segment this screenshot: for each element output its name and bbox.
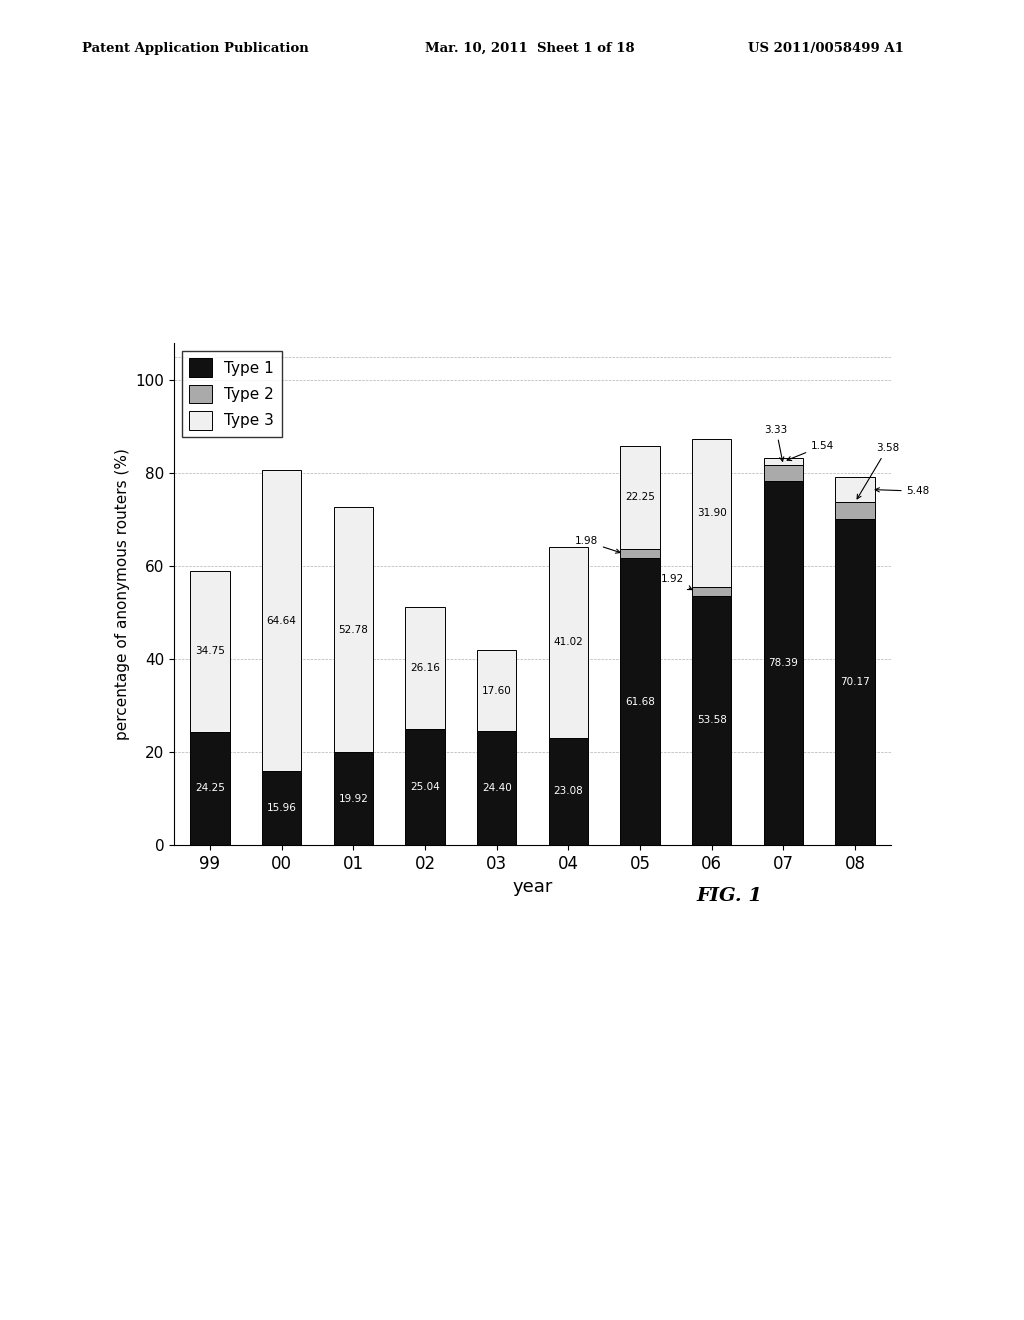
Text: 26.16: 26.16 (410, 663, 440, 673)
Bar (549, 546, 588, 738)
Text: 1.92: 1.92 (660, 574, 692, 590)
Bar (692, 438, 731, 587)
Text: 17.60: 17.60 (481, 685, 512, 696)
Text: 31.90: 31.90 (696, 508, 727, 517)
Text: 61.68: 61.68 (625, 697, 655, 706)
Legend: Type 1, Type 2, Type 3: Type 1, Type 2, Type 3 (181, 351, 282, 437)
Bar (692, 587, 731, 595)
Text: 1.54: 1.54 (787, 441, 835, 461)
Text: 52.78: 52.78 (338, 624, 369, 635)
Text: 1.98: 1.98 (574, 536, 621, 553)
Bar (836, 519, 874, 845)
Bar (621, 549, 659, 558)
Text: Patent Application Publication: Patent Application Publication (82, 42, 308, 55)
Text: 53.58: 53.58 (696, 715, 727, 726)
Bar (406, 729, 444, 845)
Bar (477, 731, 516, 845)
Y-axis label: percentage of anonymous routers (%): percentage of anonymous routers (%) (115, 447, 130, 741)
Bar (334, 752, 373, 845)
Bar (764, 480, 803, 845)
Text: 64.64: 64.64 (266, 615, 297, 626)
Text: 25.04: 25.04 (410, 781, 440, 792)
Text: 3.33: 3.33 (765, 425, 787, 461)
Bar (477, 649, 516, 731)
Bar (334, 507, 373, 752)
Bar (262, 470, 301, 771)
Text: 24.25: 24.25 (195, 784, 225, 793)
X-axis label: year: year (512, 878, 553, 896)
Bar (836, 503, 874, 519)
Bar (262, 771, 301, 845)
Bar (549, 738, 588, 845)
Text: 19.92: 19.92 (338, 793, 369, 804)
Bar (692, 595, 731, 845)
Bar (621, 446, 659, 549)
Text: 5.48: 5.48 (876, 486, 930, 496)
Text: 34.75: 34.75 (195, 647, 225, 656)
Text: 70.17: 70.17 (840, 677, 870, 686)
Text: 78.39: 78.39 (768, 657, 799, 668)
Text: FIG. 1: FIG. 1 (696, 887, 762, 906)
Text: 15.96: 15.96 (266, 803, 297, 813)
Bar (406, 607, 444, 729)
Text: 22.25: 22.25 (625, 492, 655, 503)
Text: 41.02: 41.02 (553, 638, 584, 647)
Text: 24.40: 24.40 (481, 783, 512, 793)
Text: 3.58: 3.58 (857, 444, 899, 499)
Text: 23.08: 23.08 (553, 787, 584, 796)
Text: US 2011/0058499 A1: US 2011/0058499 A1 (748, 42, 903, 55)
Bar (621, 558, 659, 845)
Bar (836, 477, 874, 503)
Text: Mar. 10, 2011  Sheet 1 of 18: Mar. 10, 2011 Sheet 1 of 18 (425, 42, 635, 55)
Bar (190, 733, 229, 845)
Bar (190, 570, 229, 733)
Bar (764, 458, 803, 465)
Bar (764, 465, 803, 480)
